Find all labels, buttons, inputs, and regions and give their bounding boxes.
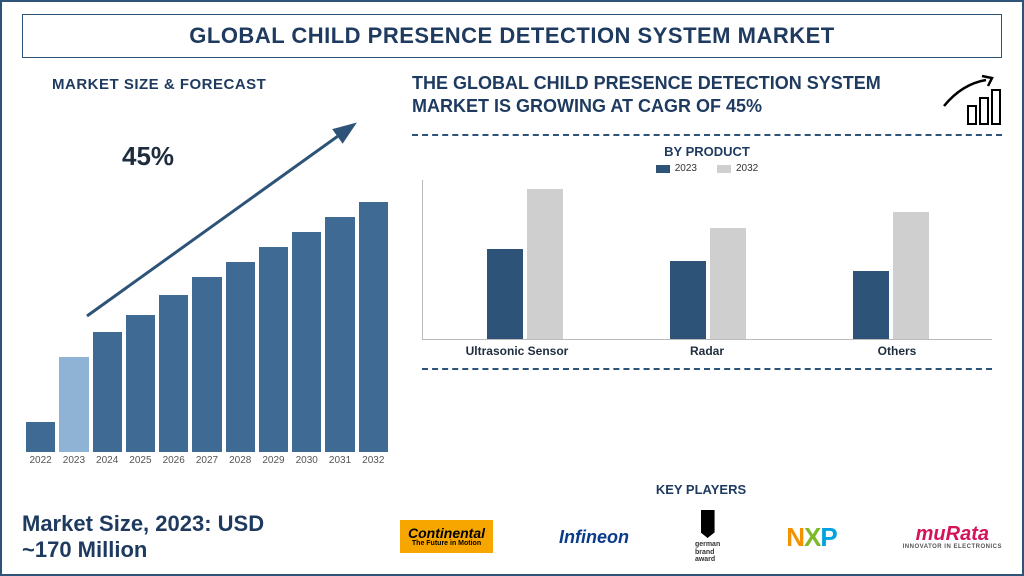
product-category-label: Ultrasonic Sensor [457, 344, 577, 358]
logo-murata: muRata INNOVATOR IN ELECTRONICS [903, 524, 1002, 550]
product-group [853, 212, 929, 339]
forecast-bar: 2027 [192, 277, 221, 466]
forecast-bar: 2025 [126, 315, 155, 467]
logo-continental: Continental The Future in Motion [400, 520, 493, 553]
by-product-title: BY PRODUCT [412, 144, 1002, 159]
legend-label: 2032 [736, 163, 758, 174]
forecast-bar: 2028 [226, 262, 255, 466]
growth-chart-icon [938, 72, 1002, 128]
market-size-line2: ~170 Million [22, 537, 147, 562]
key-players-block: KEY PLAYERS Continental The Future in Mo… [400, 510, 1002, 564]
legend-label: 2023 [675, 163, 697, 174]
product-grouped-chart [422, 180, 992, 340]
forecast-bar: 2023 [59, 357, 88, 466]
forecast-bar: 2024 [93, 332, 122, 466]
logo-brand-award: german brand award [695, 510, 720, 564]
divider [422, 368, 992, 370]
footer-row: Market Size, 2023: USD ~170 Million KEY … [22, 510, 1002, 564]
forecast-heading: MARKET SIZE & FORECAST [52, 76, 402, 93]
headline-text: THE GLOBAL CHILD PRESENCE DETECTION SYST… [412, 72, 928, 119]
title-bar: GLOBAL CHILD PRESENCE DETECTION SYSTEM M… [22, 14, 1002, 58]
logo-infineon: Infineon [559, 528, 629, 546]
product-legend: 2023 2032 [412, 163, 1002, 174]
forecast-bar: 2029 [259, 247, 288, 466]
right-panel: THE GLOBAL CHILD PRESENCE DETECTION SYST… [402, 66, 1002, 496]
forecast-bar: 2026 [159, 295, 188, 467]
left-panel: MARKET SIZE & FORECAST 45% 2022202320242… [22, 66, 402, 496]
legend-2032: 2032 [717, 163, 758, 174]
legend-swatch-icon [656, 165, 670, 173]
legend-swatch-icon [717, 165, 731, 173]
page-title: GLOBAL CHILD PRESENCE DETECTION SYSTEM M… [39, 23, 985, 49]
logo-row: Continental The Future in Motion Infineo… [400, 510, 1002, 564]
product-group [670, 228, 746, 339]
product-category-label: Radar [647, 344, 767, 358]
divider [412, 134, 1002, 136]
logo-tagline: The Future in Motion [412, 540, 481, 547]
content-area: MARKET SIZE & FORECAST 45% 2022202320242… [2, 66, 1022, 496]
key-players-title: KEY PLAYERS [400, 482, 1002, 497]
forecast-bar: 2022 [26, 422, 55, 466]
ribbon-icon [701, 510, 715, 538]
product-category-label: Others [837, 344, 957, 358]
award-text: german brand award [695, 541, 720, 564]
logo-text: muRata [916, 524, 989, 544]
logo-text: Infineon [559, 528, 629, 546]
market-size-line1: Market Size, 2023: USD [22, 511, 264, 536]
forecast-bar: 2030 [292, 232, 321, 466]
growth-callout: 45% [122, 141, 174, 172]
product-group [487, 189, 563, 339]
headline-row: THE GLOBAL CHILD PRESENCE DETECTION SYST… [412, 72, 1002, 128]
forecast-bar: 2031 [325, 217, 354, 466]
legend-2023: 2023 [656, 163, 697, 174]
logo-nxp: NXP [786, 524, 836, 550]
logo-text: Continental [408, 526, 485, 540]
product-category-labels: Ultrasonic Sensor Radar Others [422, 344, 992, 358]
market-size-text: Market Size, 2023: USD ~170 Million [22, 511, 382, 564]
logo-tagline: INNOVATOR IN ELECTRONICS [903, 544, 1002, 550]
forecast-bar: 2032 [359, 202, 388, 466]
forecast-bar-chart: 2022202320242025202620272028202920302031… [22, 186, 392, 466]
